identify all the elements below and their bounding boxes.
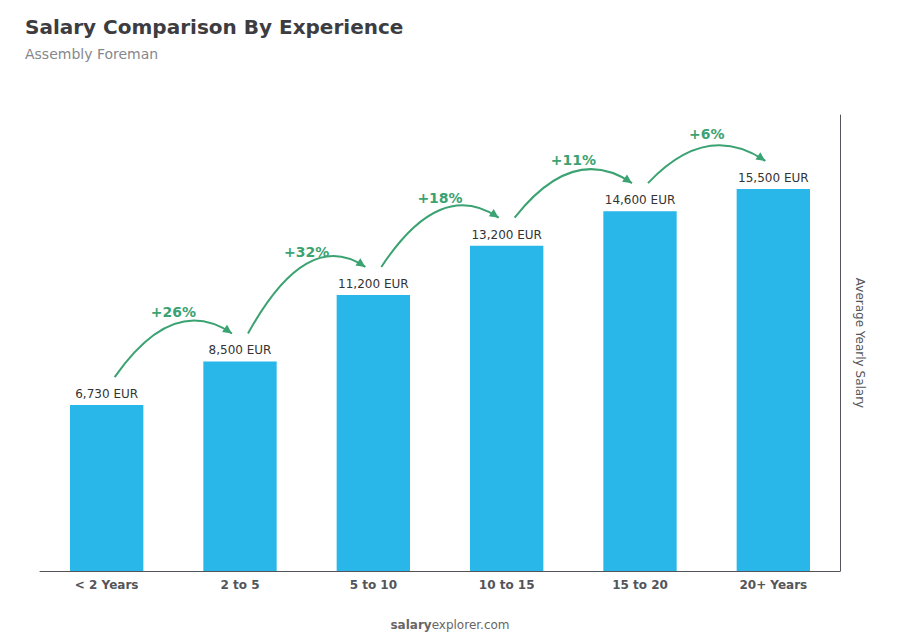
svg-text:Salary Comparison By Experienc: Salary Comparison By Experience: [25, 15, 403, 39]
svg-text:salary: salary: [390, 618, 431, 632]
svg-text:+26%: +26%: [151, 304, 196, 320]
svg-text:10 to 15: 10 to 15: [479, 578, 535, 592]
svg-text:15,500 EUR: 15,500 EUR: [738, 171, 809, 185]
svg-text:6,730 EUR: 6,730 EUR: [75, 387, 138, 401]
svg-text:20+ Years: 20+ Years: [739, 578, 807, 592]
svg-text:13,200 EUR: 13,200 EUR: [471, 228, 542, 242]
svg-text:+11%: +11%: [551, 152, 596, 168]
svg-text:explorer.com: explorer.com: [432, 618, 510, 632]
svg-text:< 2 Years: < 2 Years: [75, 578, 139, 592]
svg-text:Average Yearly Salary: Average Yearly Salary: [853, 278, 867, 408]
svg-text:2 to 5: 2 to 5: [220, 578, 259, 592]
svg-text:15 to 20: 15 to 20: [612, 578, 668, 592]
svg-text:+6%: +6%: [689, 126, 725, 142]
svg-text:11,200 EUR: 11,200 EUR: [338, 277, 409, 291]
svg-text:+18%: +18%: [417, 190, 462, 206]
svg-text:+32%: +32%: [284, 244, 329, 260]
svg-text:5 to 10: 5 to 10: [350, 578, 397, 592]
svg-text:Assembly Foreman: Assembly Foreman: [25, 46, 158, 62]
svg-text:8,500 EUR: 8,500 EUR: [209, 343, 272, 357]
svg-text:14,600 EUR: 14,600 EUR: [605, 193, 676, 207]
